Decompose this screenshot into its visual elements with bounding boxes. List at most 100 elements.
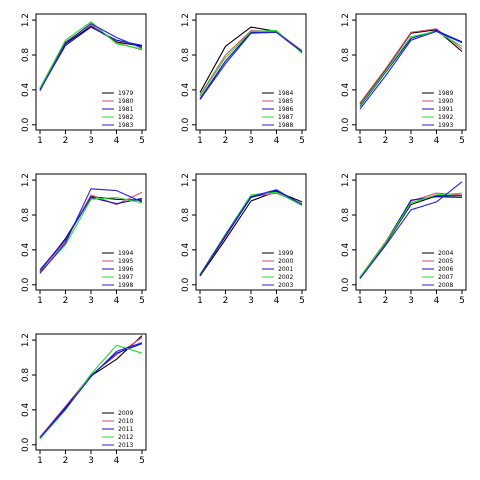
legend-label: 1993 xyxy=(438,122,453,129)
x-tick-label: 2 xyxy=(383,296,389,306)
x-tick-label: 5 xyxy=(139,136,145,146)
legend-label: 2001 xyxy=(278,266,293,273)
y-tick-label: 0.4 xyxy=(181,82,191,97)
y-tick-label: 0.4 xyxy=(341,242,351,257)
x-tick-label: 4 xyxy=(274,296,280,306)
legend-label: 1995 xyxy=(118,258,133,265)
y-tick-label: 0.4 xyxy=(21,402,31,417)
x-tick-label: 5 xyxy=(139,456,145,466)
y-tick-label: 1.2 xyxy=(181,13,191,27)
x-tick-label: 3 xyxy=(248,136,254,146)
series-line-1997 xyxy=(39,196,143,273)
series-line-1982 xyxy=(39,21,143,89)
x-tick-label: 5 xyxy=(139,296,145,306)
legend-label: 2004 xyxy=(438,250,453,257)
y-tick-label: 1.2 xyxy=(341,173,351,187)
y-tick-label: 0.8 xyxy=(341,208,351,223)
y-tick-label: 0.0 xyxy=(341,117,351,132)
legend-label: 1999 xyxy=(278,250,293,257)
x-tick-label: 1 xyxy=(357,136,363,146)
x-tick-label: 3 xyxy=(408,136,414,146)
series-line-1981 xyxy=(39,26,143,91)
x-tick-label: 3 xyxy=(88,456,94,466)
series-line-1979 xyxy=(39,25,143,90)
x-tick-label: 1 xyxy=(37,296,43,306)
legend-label: 2002 xyxy=(278,274,293,281)
series-line-2013 xyxy=(39,342,143,439)
y-tick-label: 1.2 xyxy=(21,173,31,187)
y-tick-label: 0.8 xyxy=(341,48,351,63)
y-tick-label: 1.2 xyxy=(341,13,351,27)
x-tick-label: 5 xyxy=(459,136,465,146)
legend-label: 2003 xyxy=(278,282,293,289)
x-tick-label: 4 xyxy=(114,456,120,466)
legend-label: 2006 xyxy=(438,266,453,273)
legend-label: 2009 xyxy=(118,410,133,417)
x-tick-label: 4 xyxy=(114,296,120,306)
x-tick-label: 2 xyxy=(63,136,69,146)
legend-label: 2012 xyxy=(118,434,133,441)
x-tick-label: 4 xyxy=(434,136,440,146)
y-tick-label: 0.8 xyxy=(21,368,31,383)
legend-label: 2000 xyxy=(278,258,293,265)
y-tick-label: 0.8 xyxy=(181,48,191,63)
y-tick-label: 0.0 xyxy=(181,277,191,292)
series-line-1984 xyxy=(199,26,303,93)
x-tick-label: 4 xyxy=(114,136,120,146)
x-tick-label: 5 xyxy=(459,296,465,306)
x-tick-label: 5 xyxy=(299,296,305,306)
y-tick-label: 0.8 xyxy=(21,48,31,63)
series-line-1980 xyxy=(39,23,143,89)
legend-label: 1994 xyxy=(118,250,133,257)
series-line-1988 xyxy=(199,31,303,100)
legend-label: 1992 xyxy=(438,114,453,121)
legend-label: 2007 xyxy=(438,274,453,281)
series-line-2011 xyxy=(39,343,143,439)
series-line-1992 xyxy=(359,30,463,106)
x-tick-label: 1 xyxy=(357,296,363,306)
legend-label: 1988 xyxy=(278,122,293,129)
x-tick-label: 4 xyxy=(434,296,440,306)
y-tick-label: 0.8 xyxy=(181,208,191,223)
y-tick-label: 0.8 xyxy=(21,208,31,223)
legend-label: 1987 xyxy=(278,114,293,121)
y-tick-label: 0.4 xyxy=(181,242,191,257)
x-tick-label: 1 xyxy=(197,296,203,306)
legend-label: 1984 xyxy=(278,90,293,97)
y-tick-label: 1.2 xyxy=(21,13,31,27)
y-tick-label: 0.4 xyxy=(21,82,31,97)
y-tick-label: 0.0 xyxy=(21,437,31,452)
legend-label: 1982 xyxy=(118,114,133,121)
legend-label: 1997 xyxy=(118,274,133,281)
series-line-1998 xyxy=(39,188,143,274)
x-tick-label: 3 xyxy=(88,296,94,306)
x-tick-label: 2 xyxy=(63,456,69,466)
x-tick-label: 2 xyxy=(63,296,69,306)
x-tick-label: 3 xyxy=(408,296,414,306)
legend-label: 2005 xyxy=(438,258,453,265)
y-tick-label: 0.0 xyxy=(21,277,31,292)
legend-label: 2013 xyxy=(118,442,133,449)
legend-label: 1998 xyxy=(118,282,133,289)
series-line-2007 xyxy=(359,192,463,278)
legend-label: 1989 xyxy=(438,90,453,97)
legend-label: 2010 xyxy=(118,418,133,425)
y-tick-label: 0.4 xyxy=(21,242,31,257)
legend-label: 1985 xyxy=(278,98,293,105)
legend-label: 1986 xyxy=(278,106,293,113)
y-tick-label: 1.2 xyxy=(181,173,191,187)
x-tick-label: 1 xyxy=(37,456,43,466)
